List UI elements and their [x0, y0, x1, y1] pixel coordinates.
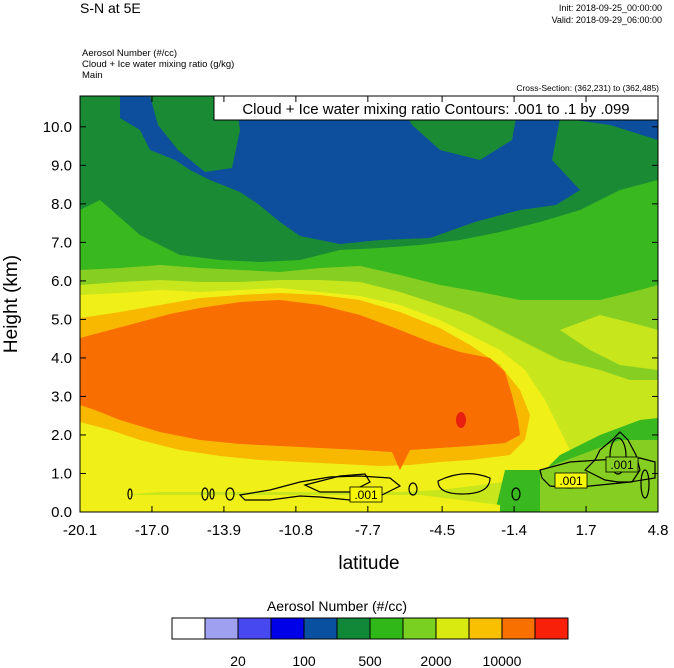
y-tick-label: 0.0 [51, 504, 72, 521]
valid-time: Valid: 2018-09-29_06:00:00 [551, 15, 662, 25]
field-main: Main [82, 70, 103, 81]
cloud-contour [583, 431, 641, 483]
cloud-contour [437, 473, 491, 495]
colorbar-swatch [336, 617, 371, 640]
colorbar-swatch [501, 617, 536, 640]
y-tick-label: 7.0 [51, 234, 72, 251]
y-tick-label: 3.0 [51, 388, 72, 405]
colorbar-swatch [303, 617, 338, 640]
cloud-contour [609, 437, 627, 475]
colorbar-swatch [435, 617, 470, 640]
cloud-contour [640, 469, 650, 499]
y-axis-label: Height (km) [1, 255, 22, 353]
x-axis-label: latitude [338, 553, 399, 574]
contour-label-box [349, 486, 383, 503]
cloud-contour [225, 487, 235, 501]
field-aerosol: Aerosol Number (#/cc) [82, 48, 178, 59]
colorbar-swatch [171, 617, 206, 640]
fill-dark-blue [120, 96, 658, 244]
colorbar-label: 10000 [483, 653, 522, 668]
colorbar-swatch [468, 617, 503, 640]
x-tick-label: -20.1 [63, 522, 97, 539]
cloud-contour [408, 482, 418, 496]
y-tick-label: 4.0 [51, 350, 72, 367]
cloud-contour [238, 475, 402, 501]
contour-labels: .001 .001 .001 [349, 456, 639, 503]
cloud-contour [511, 487, 521, 501]
contour-label-box [605, 456, 639, 473]
contour-label-box [554, 472, 588, 489]
y-axis: 0.0 1.0 2.0 3.0 4.0 5.0 6.0 7.0 8.0 9.0 10.0 [43, 119, 658, 521]
cross-section-label: Cross-Section: (362,231) to (362,485) [516, 83, 659, 93]
fill-yellow-surface [80, 495, 500, 512]
y-tick-label: 6.0 [51, 273, 72, 290]
contour-label: .001 [559, 474, 583, 488]
colorbar-swatch [534, 617, 569, 640]
colorbar-swatch [402, 617, 437, 640]
y-tick-label: 5.0 [51, 311, 72, 328]
colorbar-swatch [369, 617, 404, 640]
x-tick-label: 1.7 [576, 522, 597, 539]
x-tick-label: -10.8 [279, 522, 313, 539]
colorbar-title: Aerosol Number (#/cc) [266, 598, 408, 614]
x-tick-label: -7.7 [355, 522, 381, 539]
x-tick-label: 4.8 [648, 522, 669, 539]
contour-label: .001 [354, 488, 378, 502]
colorbar-swatch [204, 617, 239, 640]
field-descriptions: Aerosol Number (#/cc) Cloud + Ice water … [82, 48, 234, 81]
cloud-contour [127, 488, 133, 500]
fill-yellow-patch [560, 315, 658, 370]
x-tick-label: -1.4 [501, 522, 527, 539]
x-axis: -20.1 -17.0 -13.9 -10.8 -7.7 -4.5 -1.4 1.7 4.8 [63, 96, 669, 539]
fill-red-spot [456, 412, 466, 428]
contour-label: .001 [610, 458, 634, 472]
x-tick-label: -13.9 [207, 522, 241, 539]
contour-legend-box [213, 95, 659, 121]
cloud-contour [303, 473, 371, 493]
y-tick-label: 1.0 [51, 465, 72, 482]
colorbar-label: 100 [292, 653, 316, 668]
x-tick-label: -4.5 [429, 522, 455, 539]
y-tick-label: 8.0 [51, 196, 72, 213]
fill-dark-orange [80, 300, 520, 470]
y-tick-label: 2.0 [51, 427, 72, 444]
init-time: Init: 2018-09-25_00:00:00 [558, 3, 662, 13]
colorbar-swatch [270, 617, 305, 640]
colorbar-swatch [237, 617, 272, 640]
x-tick-label: -17.0 [135, 522, 169, 539]
colorbar-label: 20 [230, 653, 246, 668]
contour-legend-text: Cloud + Ice water mixing ratio Contours:… [242, 101, 629, 118]
plot-title: S-N at 5E [80, 0, 141, 16]
field-cloud-ice: Cloud + Ice water mixing ratio (g/kg) [82, 59, 235, 70]
colorbar: 20 100 500 2000 10000 [171, 617, 569, 668]
cloud-contour [209, 488, 215, 500]
colorbar-label: 500 [358, 653, 382, 668]
y-tick-label: 10.0 [43, 119, 72, 136]
cloud-contour [201, 487, 209, 501]
time-info: Init: 2018-09-25_00:00:00 Valid: 2018-09… [552, 2, 662, 26]
cloud-contours [127, 431, 656, 501]
y-tick-label: 9.0 [51, 157, 72, 174]
colorbar-label: 2000 [420, 653, 451, 668]
filled-contours [80, 96, 658, 512]
